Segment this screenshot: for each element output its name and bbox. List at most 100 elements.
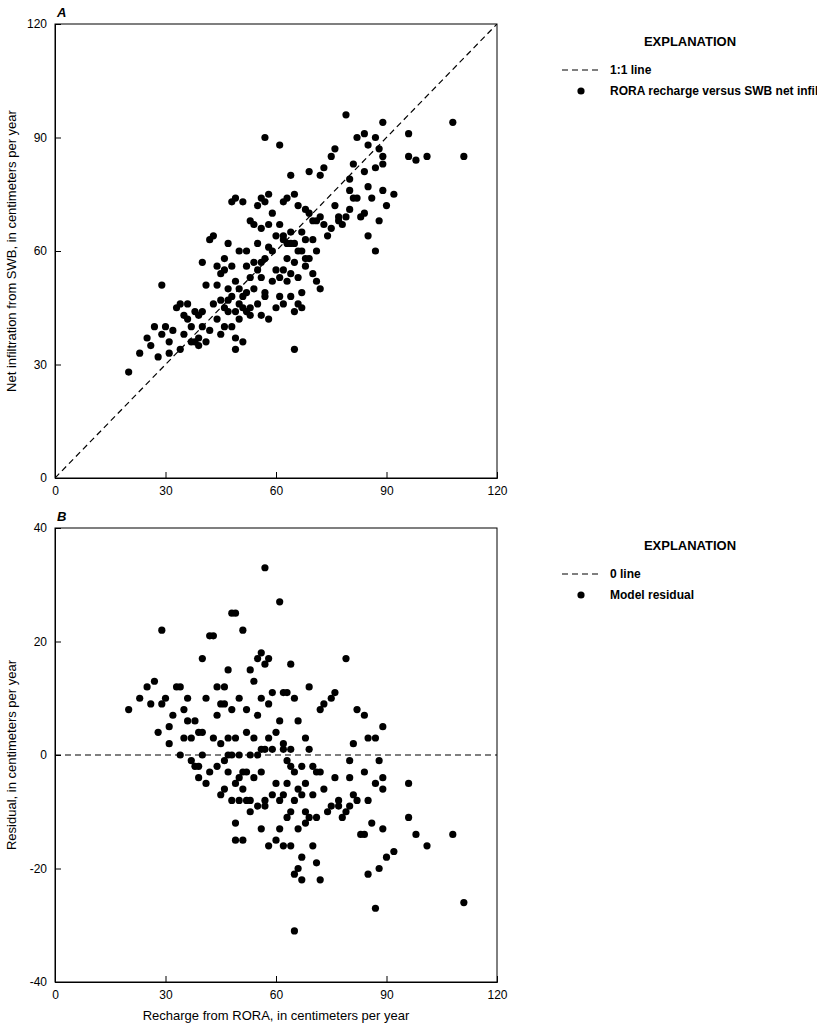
data-point [254, 300, 261, 307]
data-point [239, 837, 246, 844]
data-point [313, 247, 320, 254]
data-point [309, 236, 316, 243]
legend-label: 1:1 line [610, 63, 652, 77]
data-point [199, 655, 206, 662]
y-axis-title: Net infiltration from SWB, in centimeter… [4, 109, 19, 391]
data-point [342, 213, 349, 220]
y-tick-mark [55, 982, 61, 983]
data-point [328, 802, 335, 809]
data-point [177, 751, 184, 758]
data-point [261, 802, 268, 809]
data-point [125, 368, 132, 375]
data-point [405, 153, 412, 160]
data-point [247, 808, 254, 815]
data-point [265, 655, 272, 662]
data-point [320, 164, 327, 171]
data-point [217, 331, 224, 338]
y-axis-line [56, 25, 62, 479]
data-point [353, 134, 360, 141]
x-axis-title: Recharge from RORA, in centimeters per y… [143, 1008, 410, 1023]
data-point [306, 746, 313, 753]
data-point [306, 255, 313, 262]
data-point [125, 706, 132, 713]
legend-symbol [577, 87, 584, 94]
data-point [243, 247, 250, 254]
data-point [228, 293, 235, 300]
data-point [346, 187, 353, 194]
data-point [269, 278, 276, 285]
data-point [423, 153, 430, 160]
data-point [265, 221, 272, 228]
data-point [202, 780, 209, 787]
data-point [143, 683, 150, 690]
data-point [228, 797, 235, 804]
y-tick-label: 120 [27, 17, 47, 31]
data-point [405, 780, 412, 787]
x-axis-line [56, 976, 498, 983]
data-point [372, 734, 379, 741]
data-point [298, 854, 305, 861]
data-point [291, 240, 298, 247]
data-point [368, 194, 375, 201]
legend-title: EXPLANATION [644, 34, 736, 49]
data-point [151, 678, 158, 685]
x-tick-label: 60 [270, 484, 284, 498]
data-point [346, 774, 353, 781]
data-point [287, 808, 294, 815]
data-point [166, 723, 173, 730]
data-point [390, 191, 397, 198]
data-point [335, 213, 342, 220]
data-point [265, 734, 272, 741]
data-point [276, 825, 283, 832]
data-point [195, 334, 202, 341]
data-point [210, 632, 217, 639]
data-point [254, 266, 261, 273]
data-point [136, 350, 143, 357]
data-point [291, 797, 298, 804]
data-point [287, 746, 294, 753]
data-point [221, 683, 228, 690]
data-point [317, 768, 324, 775]
y-tick: 90 [34, 131, 61, 145]
x-tick: 60 [270, 976, 284, 1002]
data-point [258, 825, 265, 832]
data-point [291, 768, 298, 775]
data-point [166, 740, 173, 747]
data-point [221, 323, 228, 330]
data-point [291, 695, 298, 702]
data-point [155, 353, 162, 360]
data-point [261, 746, 268, 753]
data-point [206, 768, 213, 775]
data-point [412, 831, 419, 838]
y-tick-label: 90 [34, 131, 48, 145]
x-axis-line [56, 472, 498, 479]
data-point [372, 134, 379, 141]
data-point [350, 160, 357, 167]
data-point [158, 627, 165, 634]
data-point [166, 338, 173, 345]
data-point [254, 712, 261, 719]
x-axis: 0306090120 [52, 472, 508, 498]
data-point [236, 751, 243, 758]
data-point [302, 780, 309, 787]
data-point [265, 700, 272, 707]
data-point [199, 323, 206, 330]
data-point [313, 814, 320, 821]
data-point [368, 820, 375, 827]
data-point [243, 706, 250, 713]
data-point [247, 666, 254, 673]
data-point [280, 266, 287, 273]
data-point [302, 734, 309, 741]
y-tick: -20 [30, 862, 61, 876]
data-point [276, 221, 283, 228]
x-tick-label: 120 [487, 484, 507, 498]
data-point [232, 837, 239, 844]
y-axis: 0306090120 [27, 17, 61, 485]
data-point [239, 627, 246, 634]
data-point [324, 232, 331, 239]
data-point [291, 346, 298, 353]
data-point [143, 334, 150, 341]
data-point [232, 346, 239, 353]
y-tick-label: 40 [34, 521, 48, 535]
data-point [199, 729, 206, 736]
